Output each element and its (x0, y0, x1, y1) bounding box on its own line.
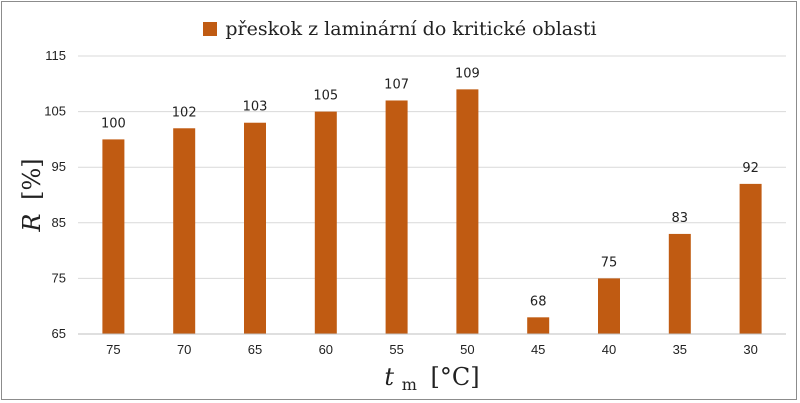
data-labels: 100 102 103 105 107 109 68 75 83 92 (101, 66, 759, 309)
data-label: 103 (243, 100, 268, 115)
x-tick-label: 55 (389, 342, 403, 357)
legend: přeskok z laminární do kritické oblasti (0, 18, 800, 40)
y-axis-unit: [%] (18, 158, 46, 200)
y-tick-label: 115 (45, 48, 66, 63)
data-label: 107 (384, 77, 409, 92)
x-tick-label: 70 (177, 342, 191, 357)
y-tick-label: 75 (52, 270, 66, 285)
y-tick-label: 95 (52, 159, 66, 174)
grid-lines (78, 55, 786, 279)
bar (244, 122, 266, 334)
data-label: 83 (672, 211, 689, 226)
y-axis-symbol: R (18, 214, 46, 233)
data-label: 109 (455, 66, 480, 81)
y-tick-label: 105 (44, 104, 66, 119)
data-label: 100 (101, 116, 126, 131)
x-axis-unit: [°C] (431, 363, 480, 391)
bar (527, 317, 550, 334)
x-tick-label: 50 (460, 342, 474, 357)
x-tick-label: 60 (319, 342, 333, 357)
legend-label: přeskok z laminární do kritické oblasti (225, 18, 597, 40)
data-label: 102 (172, 105, 197, 120)
x-tick-label: 30 (743, 342, 757, 357)
x-tick-label: 65 (248, 342, 262, 357)
bar (173, 128, 196, 334)
bar (739, 183, 762, 334)
y-tick-labels: 65 75 85 95 105 115 (44, 48, 66, 341)
y-tick-label: 85 (52, 215, 66, 230)
x-tick-label: 40 (602, 342, 616, 357)
x-axis-subscript: m (402, 375, 417, 394)
bar (314, 111, 337, 334)
x-tick-label: 35 (673, 342, 687, 357)
bar (598, 278, 620, 334)
bar (456, 89, 479, 334)
x-axis-symbol: t (384, 363, 394, 391)
bar (385, 100, 408, 334)
bars (102, 89, 762, 334)
x-axis-title: t m [°C] (384, 363, 479, 396)
y-tick-label: 65 (52, 326, 66, 341)
data-label: 75 (601, 255, 618, 270)
data-label: 68 (530, 294, 547, 309)
x-tick-label: 75 (106, 342, 120, 357)
y-axis-title: R [%] (18, 158, 46, 232)
x-tick-labels: 75 70 65 60 55 50 45 40 35 30 (106, 342, 758, 357)
data-label: 105 (313, 89, 338, 104)
bar (102, 139, 125, 334)
data-label: 92 (742, 161, 759, 176)
x-tick-label: 45 (531, 342, 545, 357)
legend-swatch (203, 22, 218, 36)
bar (668, 233, 691, 334)
